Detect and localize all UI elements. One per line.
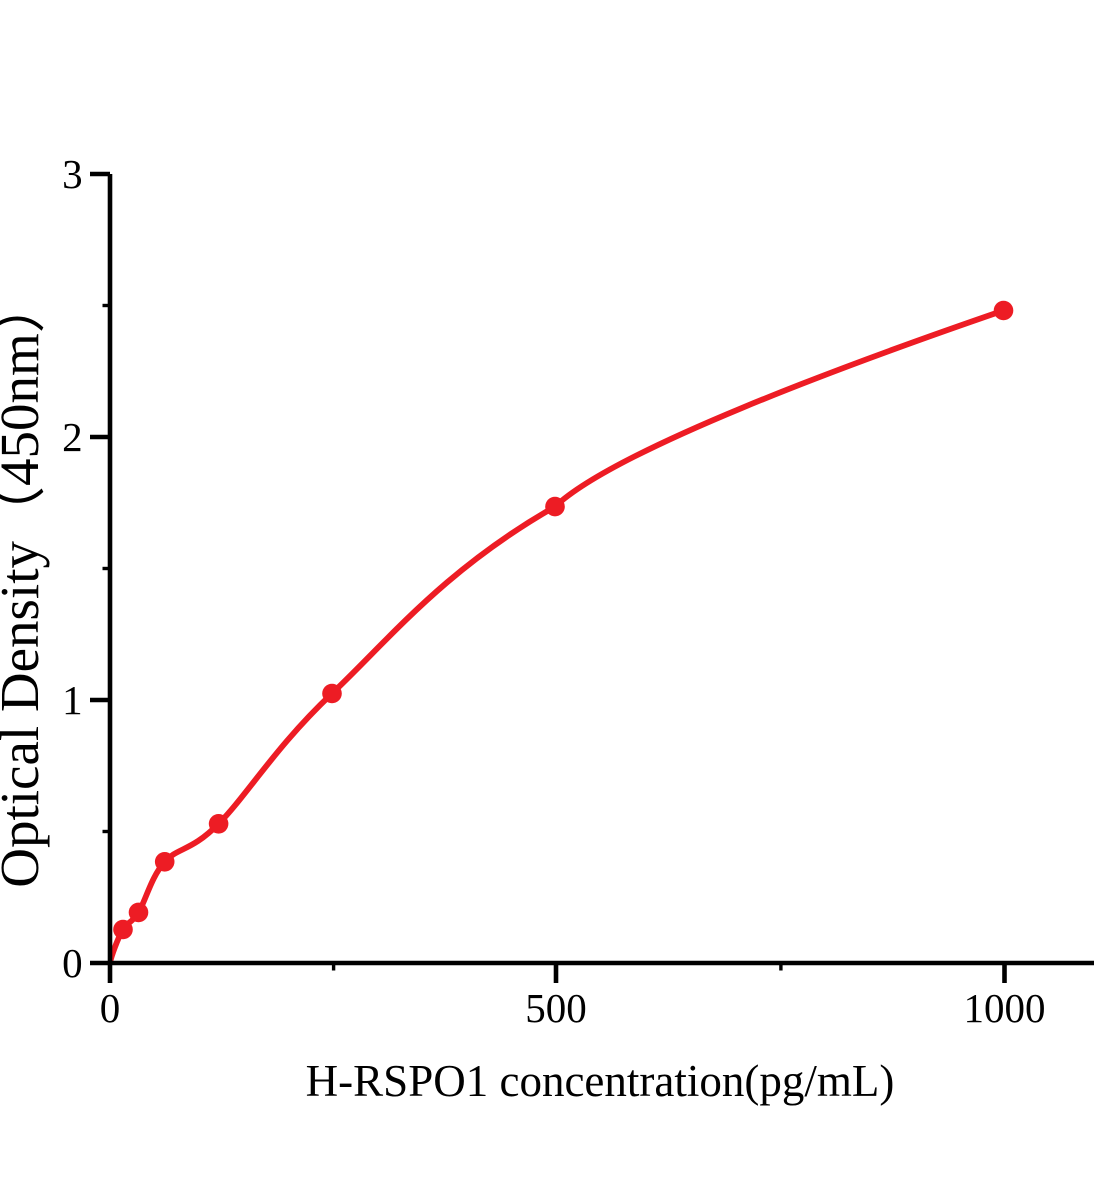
svg-text:1: 1 bbox=[62, 677, 83, 723]
svg-text:Optical Density（450nm）: Optical Density（450nm） bbox=[0, 278, 50, 888]
svg-text:H-RSPO1 concentration(pg/mL): H-RSPO1 concentration(pg/mL) bbox=[306, 1056, 895, 1106]
svg-text:2: 2 bbox=[62, 414, 83, 460]
svg-text:0: 0 bbox=[62, 940, 83, 986]
svg-text:500: 500 bbox=[525, 985, 587, 1031]
svg-text:1000: 1000 bbox=[964, 985, 1046, 1031]
svg-text:3: 3 bbox=[62, 151, 83, 197]
svg-text:0: 0 bbox=[100, 985, 121, 1031]
